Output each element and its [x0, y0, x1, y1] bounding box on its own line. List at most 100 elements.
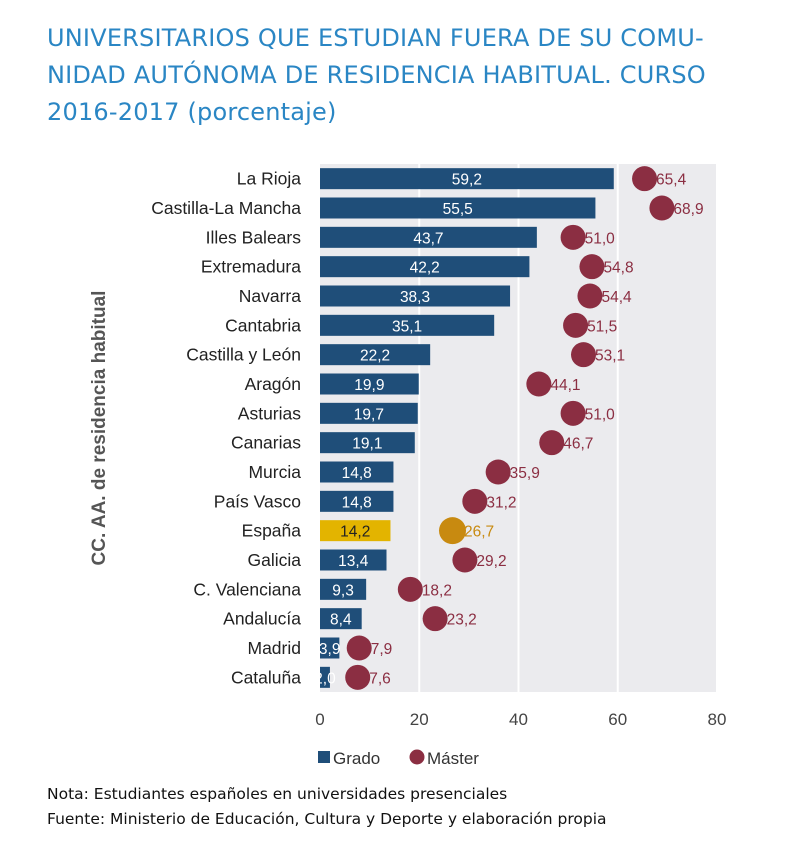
grado-bar: [320, 226, 537, 248]
grado-bar: [320, 285, 511, 307]
grado-bar: [320, 490, 394, 512]
grado-bar: [320, 637, 340, 659]
chart-title-line-1: UNIVERSITARIOS QUE ESTUDIAN FUERA DE SU …: [47, 24, 704, 52]
grado-value-label: 59,2: [452, 172, 482, 189]
grado-bar: [320, 402, 418, 424]
x-axis-ticks: 0 20 40 60 80: [315, 710, 726, 729]
master-value-label: 7,6: [369, 670, 391, 687]
chart-canvas: La Rioja Castilla-La Mancha Illes Balears E…: [89, 164, 726, 768]
grado-value-label: 8,4: [330, 612, 352, 629]
grado-value-label: 42,2: [410, 260, 440, 277]
grado-bar: [320, 314, 495, 336]
master-value-label: 26,7: [464, 524, 494, 541]
category-label: Extremadura: [201, 257, 301, 277]
grado-value-label: 14,2: [340, 524, 370, 541]
grado-bar: [320, 608, 362, 630]
category-label: Illes Balears: [206, 227, 302, 247]
master-dot: [577, 283, 603, 309]
x-tick-label: 0: [315, 710, 324, 729]
master-dot: [452, 547, 478, 573]
grado-value-label: 14,8: [342, 494, 372, 511]
category-labels: La Rioja Castilla-La Mancha Illes Balears E…: [151, 169, 301, 688]
grado-bar: [320, 256, 530, 278]
master-dot: [560, 224, 586, 250]
source-text: Fuente: Ministerio de Educación, Cultura…: [47, 810, 607, 828]
grado-value-label: 22,2: [360, 348, 390, 365]
chart-title: UNIVERSITARIOS QUE ESTUDIAN FUERA DE SU …: [47, 20, 767, 131]
master-value-label: 46,7: [563, 436, 593, 453]
master-dot: [345, 664, 371, 690]
y-axis-label: CC. AA. de residencia habitual: [89, 291, 110, 566]
master-value-labels: 65,4 68,9 51,0 54,8 54,4 51,5 53,1 44,1 51,0 46,7…: [369, 172, 703, 688]
master-dot: [346, 635, 372, 661]
master-value-label: 7,9: [371, 641, 393, 658]
x-tick-label: 60: [608, 710, 627, 729]
category-label: Murcia: [248, 462, 301, 482]
master-value-label: 51,5: [587, 318, 617, 335]
grado-value-label: 2,0: [314, 670, 336, 687]
x-tick-label: 20: [410, 710, 429, 729]
master-dot: [438, 517, 466, 545]
master-dots: [345, 166, 675, 690]
grado-value-label: 43,7: [413, 230, 443, 247]
grado-bar: [320, 549, 387, 571]
master-value-label: 54,8: [603, 260, 633, 277]
master-value-label: 68,9: [673, 201, 703, 218]
master-value-label: 65,4: [656, 172, 687, 189]
gridlines: [418, 164, 718, 692]
grado-bar: [320, 432, 415, 454]
category-label: Asturias: [238, 403, 301, 423]
category-label: Castilla y León: [186, 345, 301, 365]
grado-bar: [320, 666, 330, 688]
grado-value-label: 3,9: [319, 641, 341, 658]
master-dot: [422, 606, 448, 632]
grado-value-label: 9,3: [332, 582, 354, 599]
master-value-label: 44,1: [550, 377, 580, 394]
master-value-label: 51,0: [585, 406, 616, 423]
x-tick-label: 40: [509, 710, 528, 729]
master-value-label: 35,9: [510, 465, 540, 482]
category-label: Cantabria: [225, 315, 301, 335]
category-label: Cataluña: [231, 667, 301, 687]
note-text: Nota: Estudiantes españoles en universid…: [47, 785, 508, 803]
master-value-label: 51,0: [585, 230, 616, 247]
grado-bar: [320, 168, 614, 190]
grado-value-labels: 59,2 55,543,7 42,2 38,3 35,122,2 19,9 19,7 19,1…: [314, 172, 482, 688]
chart-notes: Nota: Estudiantes españoles en universid…: [47, 782, 607, 832]
legend: Grado Máster: [318, 749, 479, 768]
category-label: Navarra: [239, 286, 302, 306]
grado-bar: [320, 373, 419, 395]
grado-value-label: 13,4: [338, 553, 369, 570]
category-label: Andalucía: [223, 609, 301, 629]
x-tick-label: 80: [708, 710, 727, 729]
master-dot: [526, 371, 552, 397]
legend-grado-label: Grado: [333, 749, 380, 768]
grado-value-label: 38,3: [400, 289, 430, 306]
master-dot: [571, 342, 597, 368]
master-value-label: 23,2: [447, 612, 477, 629]
category-label: Aragón: [245, 374, 301, 394]
master-dot: [397, 576, 423, 602]
master-dot: [649, 195, 675, 221]
category-label: La Rioja: [237, 169, 301, 189]
grado-value-label: 19,7: [354, 406, 384, 423]
grado-value-label: 19,9: [354, 377, 384, 394]
category-label: Madrid: [248, 638, 302, 658]
master-dot: [485, 459, 511, 485]
grado-bar: [320, 461, 394, 483]
chart-title-line-2: NIDAD AUTÓNOMA DE RESIDENCIA HABITUAL. C…: [47, 61, 706, 89]
master-value-label: 31,2: [486, 494, 516, 511]
grado-bar: [320, 578, 367, 600]
master-dot: [560, 400, 586, 426]
master-dot: [632, 166, 658, 192]
grado-value-label: 14,8: [342, 465, 372, 482]
category-label: Castilla-La Mancha: [151, 198, 301, 218]
category-label: Canarias: [231, 433, 301, 453]
grado-value-label: 35,1: [392, 318, 422, 335]
master-dot: [579, 254, 605, 280]
grado-bar: [320, 344, 431, 366]
master-dot: [539, 430, 565, 456]
master-value-label: 53,1: [595, 348, 625, 365]
category-label: C. Valenciana: [193, 579, 301, 599]
grado-bar: [320, 520, 391, 542]
